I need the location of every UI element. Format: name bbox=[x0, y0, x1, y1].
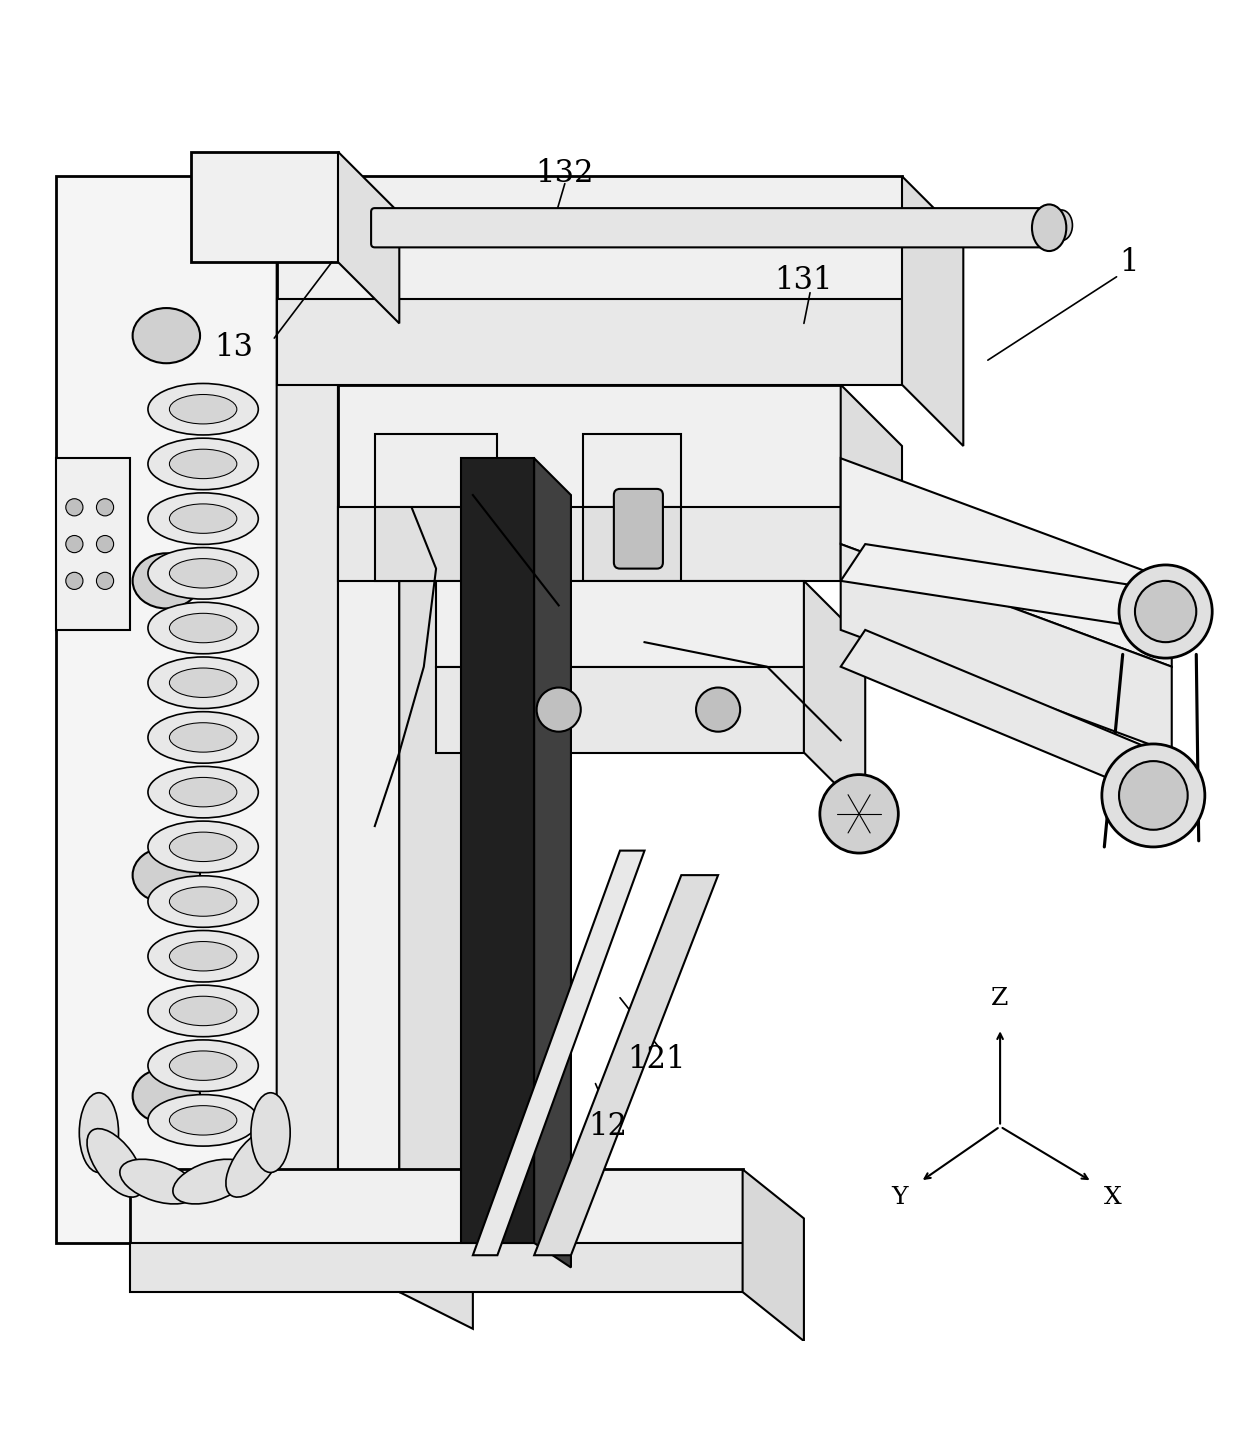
Ellipse shape bbox=[170, 1105, 237, 1136]
Ellipse shape bbox=[148, 383, 258, 435]
Polygon shape bbox=[743, 1169, 804, 1341]
Polygon shape bbox=[399, 360, 472, 1329]
Polygon shape bbox=[191, 151, 339, 262]
Ellipse shape bbox=[148, 821, 258, 872]
Ellipse shape bbox=[170, 559, 237, 588]
Circle shape bbox=[97, 536, 114, 553]
Text: 131: 131 bbox=[775, 265, 833, 296]
Ellipse shape bbox=[148, 657, 258, 709]
Circle shape bbox=[66, 499, 83, 515]
Ellipse shape bbox=[250, 1093, 290, 1172]
Ellipse shape bbox=[226, 1128, 283, 1197]
Polygon shape bbox=[339, 507, 841, 581]
Polygon shape bbox=[339, 151, 399, 323]
Ellipse shape bbox=[133, 309, 200, 363]
Ellipse shape bbox=[133, 847, 200, 903]
Ellipse shape bbox=[148, 930, 258, 981]
Polygon shape bbox=[472, 850, 645, 1255]
Polygon shape bbox=[56, 459, 129, 630]
Polygon shape bbox=[534, 875, 718, 1255]
Polygon shape bbox=[436, 581, 804, 667]
Circle shape bbox=[1102, 744, 1205, 847]
Ellipse shape bbox=[170, 450, 237, 479]
Polygon shape bbox=[277, 298, 901, 384]
Ellipse shape bbox=[148, 766, 258, 818]
Ellipse shape bbox=[120, 1159, 197, 1204]
Ellipse shape bbox=[148, 603, 258, 654]
Polygon shape bbox=[129, 1169, 743, 1243]
Ellipse shape bbox=[170, 668, 237, 697]
Ellipse shape bbox=[87, 1128, 144, 1197]
Polygon shape bbox=[804, 581, 866, 814]
Circle shape bbox=[66, 572, 83, 590]
Text: X: X bbox=[1104, 1187, 1122, 1208]
Circle shape bbox=[1118, 761, 1188, 830]
Ellipse shape bbox=[133, 1069, 200, 1124]
Circle shape bbox=[1135, 581, 1197, 642]
Circle shape bbox=[97, 572, 114, 590]
Text: Y: Y bbox=[892, 1187, 908, 1208]
Circle shape bbox=[696, 687, 740, 732]
Ellipse shape bbox=[148, 1040, 258, 1092]
Ellipse shape bbox=[170, 887, 237, 916]
Ellipse shape bbox=[148, 438, 258, 489]
Polygon shape bbox=[339, 323, 399, 1291]
Ellipse shape bbox=[170, 1051, 237, 1080]
Ellipse shape bbox=[170, 778, 237, 807]
Ellipse shape bbox=[170, 504, 237, 533]
Polygon shape bbox=[841, 384, 901, 642]
FancyBboxPatch shape bbox=[614, 489, 663, 569]
Circle shape bbox=[66, 536, 83, 553]
Polygon shape bbox=[841, 545, 1184, 630]
Ellipse shape bbox=[1032, 204, 1066, 250]
Ellipse shape bbox=[133, 553, 200, 609]
Circle shape bbox=[537, 687, 580, 732]
Polygon shape bbox=[436, 667, 804, 753]
Ellipse shape bbox=[170, 722, 237, 753]
Polygon shape bbox=[277, 176, 901, 298]
Text: Z: Z bbox=[992, 987, 1009, 1010]
Polygon shape bbox=[56, 176, 277, 1243]
Ellipse shape bbox=[170, 613, 237, 642]
Ellipse shape bbox=[148, 494, 258, 545]
Ellipse shape bbox=[148, 877, 258, 927]
Ellipse shape bbox=[170, 996, 237, 1025]
Text: 121: 121 bbox=[627, 1044, 686, 1075]
Ellipse shape bbox=[170, 942, 237, 971]
Polygon shape bbox=[277, 176, 339, 1291]
Ellipse shape bbox=[148, 1095, 258, 1146]
Polygon shape bbox=[460, 459, 534, 1243]
Polygon shape bbox=[841, 630, 1159, 789]
Polygon shape bbox=[339, 384, 841, 507]
Circle shape bbox=[97, 499, 114, 515]
Polygon shape bbox=[841, 545, 1172, 753]
Polygon shape bbox=[901, 176, 963, 446]
Ellipse shape bbox=[148, 712, 258, 763]
Text: 1: 1 bbox=[1118, 246, 1138, 278]
Polygon shape bbox=[841, 459, 1172, 667]
Polygon shape bbox=[374, 434, 497, 507]
Polygon shape bbox=[374, 507, 497, 581]
Ellipse shape bbox=[170, 395, 237, 424]
Text: 13: 13 bbox=[215, 332, 253, 364]
Circle shape bbox=[820, 775, 898, 853]
Text: 132: 132 bbox=[536, 159, 594, 189]
Polygon shape bbox=[583, 507, 681, 581]
Ellipse shape bbox=[148, 547, 258, 598]
Ellipse shape bbox=[172, 1159, 249, 1204]
Ellipse shape bbox=[148, 986, 258, 1037]
Text: 12: 12 bbox=[588, 1111, 627, 1142]
Ellipse shape bbox=[170, 833, 237, 862]
Ellipse shape bbox=[1050, 210, 1073, 240]
Ellipse shape bbox=[79, 1093, 119, 1172]
FancyBboxPatch shape bbox=[371, 208, 1053, 248]
Polygon shape bbox=[583, 434, 681, 507]
Polygon shape bbox=[534, 459, 570, 1268]
Polygon shape bbox=[129, 1243, 743, 1291]
Circle shape bbox=[1118, 565, 1213, 658]
